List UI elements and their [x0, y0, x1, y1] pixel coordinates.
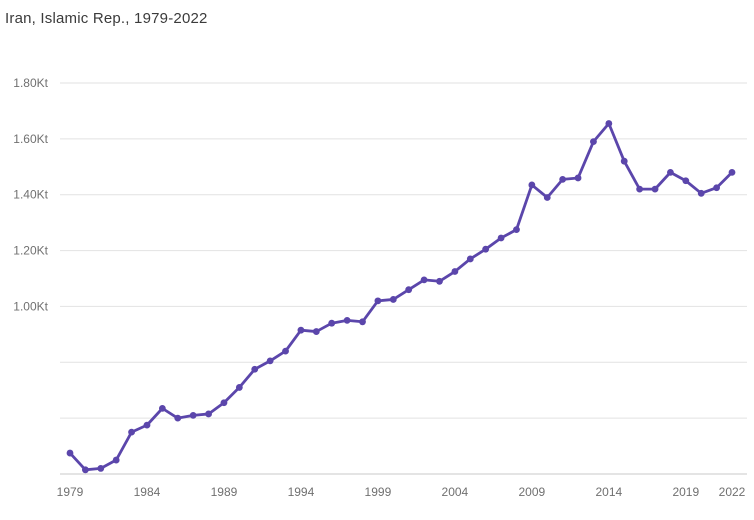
- data-point[interactable]: [282, 347, 289, 355]
- data-point[interactable]: [728, 168, 736, 176]
- x-tick-label: 2022: [719, 485, 746, 499]
- data-point[interactable]: [405, 286, 413, 294]
- data-point[interactable]: [667, 168, 674, 176]
- data-point[interactable]: [112, 456, 120, 464]
- y-tick-label: 1.00Kt: [13, 299, 48, 313]
- data-point[interactable]: [713, 184, 720, 192]
- data-point[interactable]: [497, 234, 505, 242]
- x-tick-label: 2009: [519, 485, 546, 499]
- data-point[interactable]: [359, 318, 366, 326]
- data-point[interactable]: [143, 421, 151, 429]
- data-point[interactable]: [451, 268, 459, 275]
- data-point[interactable]: [251, 365, 259, 373]
- data-point[interactable]: [605, 120, 613, 127]
- x-tick-label: 1984: [134, 485, 161, 499]
- data-point[interactable]: [574, 174, 582, 182]
- data-point[interactable]: [266, 357, 274, 365]
- data-point[interactable]: [297, 326, 305, 334]
- data-point[interactable]: [590, 138, 597, 146]
- data-point[interactable]: [312, 328, 320, 335]
- data-point[interactable]: [697, 189, 705, 197]
- data-point[interactable]: [682, 177, 690, 185]
- data-point[interactable]: [528, 181, 536, 189]
- y-tick-label: 1.60Kt: [13, 132, 48, 146]
- data-point[interactable]: [128, 428, 135, 436]
- data-point[interactable]: [205, 410, 212, 418]
- x-tick-label: 1999: [365, 485, 392, 499]
- x-tick-label: 2019: [672, 485, 699, 499]
- x-tick-label: 1989: [211, 485, 238, 499]
- chart-title: Iran, Islamic Rep., 1979-2022: [5, 10, 208, 27]
- data-point[interactable]: [620, 157, 628, 165]
- data-point[interactable]: [651, 185, 659, 193]
- data-point[interactable]: [66, 449, 74, 457]
- data-point[interactable]: [482, 245, 490, 253]
- data-point[interactable]: [466, 255, 474, 263]
- data-point[interactable]: [636, 185, 644, 193]
- data-point[interactable]: [343, 316, 351, 324]
- x-tick-label: 1994: [288, 485, 315, 499]
- data-point[interactable]: [328, 319, 336, 327]
- data-point[interactable]: [158, 404, 166, 412]
- data-point[interactable]: [220, 399, 228, 407]
- data-point[interactable]: [82, 466, 89, 474]
- data-point[interactable]: [374, 297, 382, 305]
- data-point[interactable]: [513, 226, 520, 234]
- data-point[interactable]: [235, 384, 243, 391]
- data-point[interactable]: [543, 194, 551, 201]
- y-tick-label: 1.80Kt: [13, 76, 48, 90]
- data-point[interactable]: [436, 277, 443, 285]
- data-point[interactable]: [559, 175, 567, 183]
- data-point[interactable]: [174, 414, 182, 422]
- y-tick-label: 1.20Kt: [13, 244, 48, 258]
- x-tick-label: 2014: [595, 485, 622, 499]
- data-point[interactable]: [389, 296, 397, 303]
- y-tick-label: 1.40Kt: [13, 188, 48, 202]
- data-point[interactable]: [420, 276, 428, 284]
- x-tick-label: 1979: [57, 485, 84, 499]
- data-point[interactable]: [189, 411, 197, 419]
- data-point[interactable]: [97, 465, 105, 472]
- x-tick-label: 2004: [442, 485, 469, 499]
